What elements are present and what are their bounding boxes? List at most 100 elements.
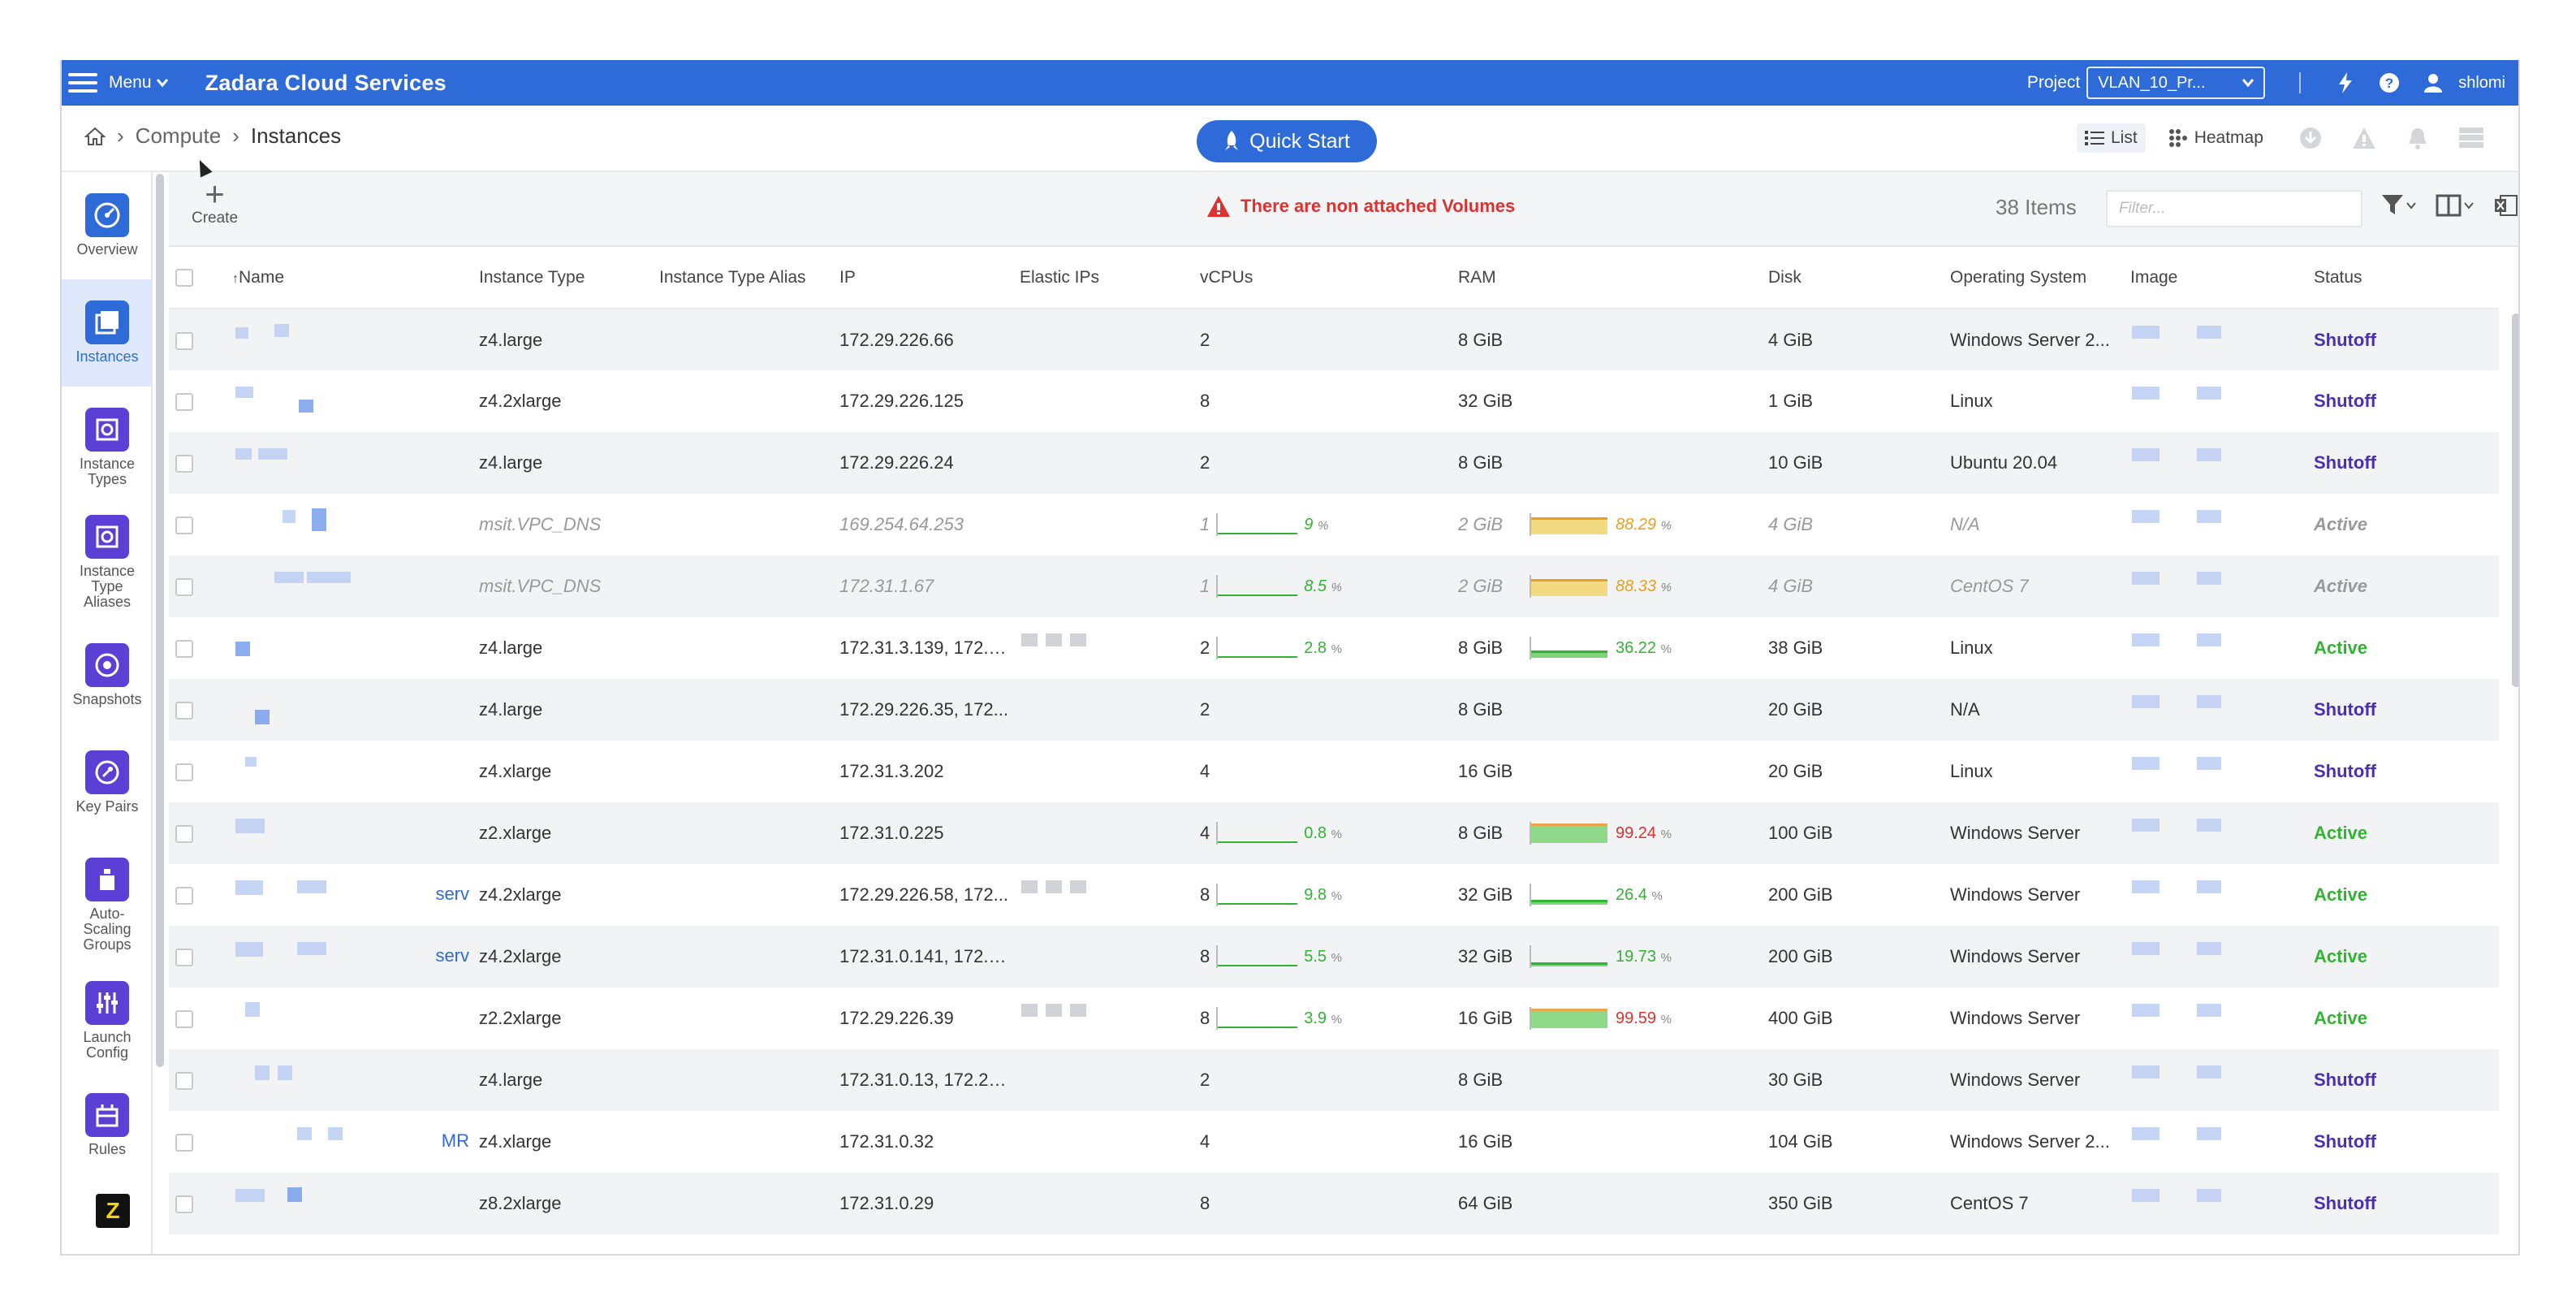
heatmap-view-button[interactable]: Heatmap [2160, 123, 2272, 153]
row-checkbox[interactable] [169, 864, 226, 926]
column-header-ram[interactable]: RAM [1452, 247, 1762, 309]
columns-icon[interactable] [2436, 193, 2475, 218]
plus-icon: + [205, 175, 225, 213]
sidebar-item-instances[interactable]: Instances [62, 279, 153, 387]
instance-name[interactable] [226, 617, 472, 679]
disk-size: 1 GiB [1768, 391, 1814, 411]
username[interactable]: shlomi [2458, 73, 2505, 92]
main-menu-button[interactable]: Menu [109, 73, 168, 93]
table-scrollbar[interactable] [2512, 313, 2518, 687]
project-selector[interactable]: VLAN_10_Pr... [2086, 67, 2266, 99]
name-fragment[interactable]: serv [435, 945, 469, 966]
table-row[interactable]: z4.large 172.29.226.35, 172... 2 8 GiB 20 Gi… [169, 679, 2499, 741]
breadcrumb-compute[interactable]: Compute [135, 123, 222, 148]
column-header-instance-type[interactable]: Instance Type [472, 247, 653, 309]
hamburger-menu-icon[interactable] [68, 71, 97, 95]
row-checkbox[interactable] [169, 988, 226, 1049]
instance-name[interactable]: serv [226, 926, 472, 988]
column-header-image[interactable]: Image [2124, 247, 2307, 309]
column-header-disk[interactable]: Disk [1762, 247, 1944, 309]
table-row[interactable]: z4.large 172.29.226.66 2 8 GiB 4 GiB Windows … [169, 309, 2499, 370]
instance-name[interactable] [226, 741, 472, 802]
instance-name[interactable] [226, 1049, 472, 1111]
user-icon[interactable] [2423, 72, 2444, 93]
sidebar-item-instance-types[interactable]: Instance Types [62, 390, 153, 494]
instance-name[interactable] [226, 802, 472, 864]
table-row[interactable]: z4.large 172.29.226.24 2 8 GiB 10 GiB Ubuntu … [169, 432, 2499, 494]
sidebar-item-instance-type-aliases[interactable]: Instance Type Aliases [62, 500, 153, 614]
row-checkbox[interactable] [169, 1049, 226, 1111]
excel-export-icon[interactable] [2494, 193, 2518, 218]
instance-name[interactable]: serv [226, 864, 472, 926]
sidebar-item-launch-config[interactable]: Launch Config [62, 966, 153, 1072]
vcpu-value: 4 [1200, 761, 1210, 781]
table-row[interactable]: z2.2xlarge 172.29.226.39 8 3.9 % 16 GiB 99.59… [169, 988, 2499, 1049]
name-fragment[interactable]: MR [441, 1130, 469, 1151]
row-checkbox[interactable] [169, 802, 226, 864]
home-icon[interactable] [84, 127, 106, 146]
sidebar-item-auto-scaling-groups[interactable]: Auto-Scaling Groups [62, 841, 153, 955]
lightning-icon[interactable] [2335, 72, 2356, 93]
instance-name[interactable] [226, 432, 472, 494]
instance-name[interactable] [226, 555, 472, 617]
ip-address: 172.29.226.125 [839, 391, 964, 411]
table-row[interactable]: serv z4.2xlarge 172.31.0.141, 172.2... 8 5.5… [169, 926, 2499, 988]
sidebar-item-rules[interactable]: Rules [62, 1078, 153, 1176]
volumes-warning[interactable]: There are non attached Volumes [1206, 195, 1515, 218]
instance-name[interactable] [226, 1173, 472, 1234]
column-header-name[interactable]: ↑Name [226, 247, 472, 309]
column-header-operating-system[interactable]: Operating System [1944, 247, 2124, 309]
sidebar-item-snapshots[interactable]: Snapshots [62, 627, 153, 724]
filter-icon[interactable] [2380, 193, 2416, 218]
create-button[interactable]: + Create [192, 175, 238, 227]
column-header-status[interactable]: Status [2307, 247, 2499, 309]
instance-name[interactable] [226, 309, 472, 370]
name-fragment[interactable]: serv [435, 884, 469, 904]
select-all-checkbox[interactable] [169, 247, 226, 309]
row-checkbox[interactable] [169, 617, 226, 679]
instance-type: z2.xlarge [472, 802, 653, 864]
table-row[interactable]: MR z4.xlarge 172.31.0.32 4 16 GiB 104 GiB Wind… [169, 1111, 2499, 1173]
bell-icon[interactable] [2403, 125, 2432, 151]
vcpus-cell: 2 [1193, 679, 1452, 741]
row-checkbox[interactable] [169, 741, 226, 802]
sidebar-scrollbar[interactable] [156, 174, 164, 1067]
column-header-ip[interactable]: IP [833, 247, 1013, 309]
table-row[interactable]: z4.large 172.31.0.13, 172.29... 2 8 GiB 30 G… [169, 1049, 2499, 1111]
column-header-instance-type-alias[interactable]: Instance Type Alias [653, 247, 833, 309]
row-checkbox[interactable] [169, 370, 226, 432]
row-checkbox[interactable] [169, 1173, 226, 1234]
row-checkbox[interactable] [169, 926, 226, 988]
vcpu-value: 1 [1200, 514, 1210, 534]
column-header-vcpus[interactable]: vCPUs [1193, 247, 1452, 309]
filter-input[interactable]: Filter... [2106, 190, 2362, 227]
alert-icon[interactable] [2349, 125, 2379, 151]
table-row[interactable]: z8.2xlarge 172.31.0.29 8 64 GiB 350 GiB CentO… [169, 1173, 2499, 1234]
instance-name[interactable] [226, 494, 472, 555]
instance-name[interactable] [226, 370, 472, 432]
row-checkbox[interactable] [169, 309, 226, 370]
instance-name[interactable] [226, 988, 472, 1049]
instance-name[interactable]: MR [226, 1111, 472, 1173]
table-row[interactable]: msit.VPC_DNS 172.31.1.67 1 8.5 % 2 GiB 88.33 … [169, 555, 2499, 617]
table-row[interactable]: z4.large 172.31.3.139, 172.2... 2 2.8 % 8 Gi… [169, 617, 2499, 679]
server-icon[interactable] [2457, 125, 2486, 151]
download-icon[interactable] [2296, 125, 2325, 151]
row-checkbox[interactable] [169, 555, 226, 617]
row-checkbox[interactable] [169, 494, 226, 555]
row-checkbox[interactable] [169, 679, 226, 741]
table-row[interactable]: z4.xlarge 172.31.3.202 4 16 GiB 20 GiB Linux S… [169, 741, 2499, 802]
column-header-elastic-ips[interactable]: Elastic IPs [1013, 247, 1193, 309]
instance-name[interactable] [226, 679, 472, 741]
list-view-button[interactable]: List [2077, 123, 2146, 153]
table-row[interactable]: z2.xlarge 172.31.0.225 4 0.8 % 8 GiB 99.24 % 1… [169, 802, 2499, 864]
sidebar-item-key-pairs[interactable]: Key Pairs [62, 734, 153, 832]
row-checkbox[interactable] [169, 432, 226, 494]
table-row[interactable]: msit.VPC_DNS 169.254.64.253 1 9 % 2 GiB 88.29… [169, 494, 2499, 555]
help-icon[interactable]: ? [2379, 72, 2400, 93]
table-row[interactable]: serv z4.2xlarge 172.29.226.58, 172... 8 9.8 … [169, 864, 2499, 926]
quick-start-button[interactable]: Quick Start [1197, 120, 1377, 162]
table-row[interactable]: z4.2xlarge 172.29.226.125 8 32 GiB 1 GiB Linu… [169, 370, 2499, 432]
sidebar-item-overview[interactable]: Overview [62, 172, 153, 276]
row-checkbox[interactable] [169, 1111, 226, 1173]
